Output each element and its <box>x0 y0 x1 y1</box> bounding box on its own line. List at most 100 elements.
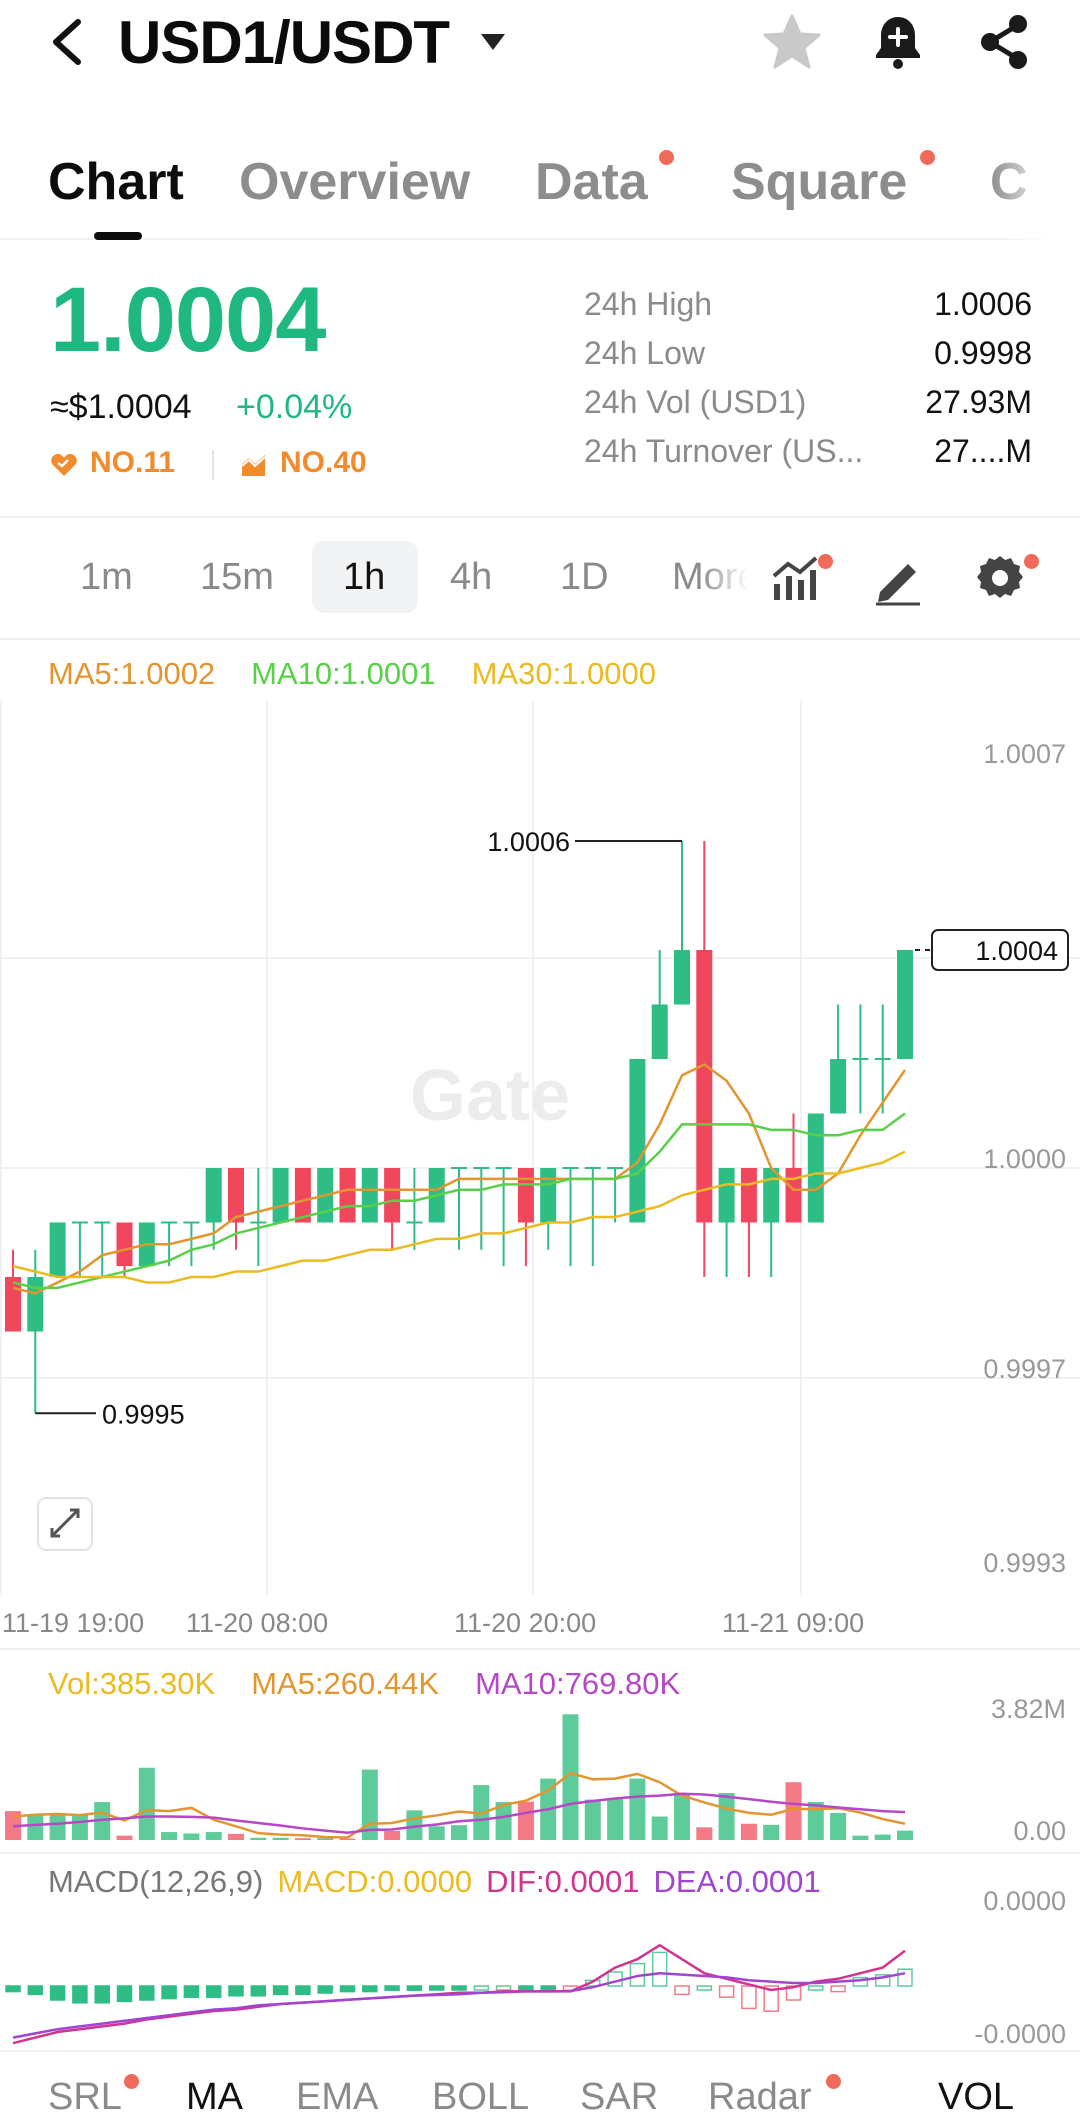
macd-hist-bar <box>250 1985 267 1997</box>
candle-body <box>205 1168 222 1223</box>
ma-legend: MA5:1.0002 MA10:1.0001 MA30:1.0000 <box>48 656 692 692</box>
star-icon[interactable] <box>760 10 824 74</box>
tab-overview[interactable]: Overview <box>239 153 471 211</box>
volume-bar <box>228 1833 244 1840</box>
vol-ma10-line <box>12 1792 906 1835</box>
macd-chart[interactable]: 0.0000 -0.0000 <box>0 1890 1080 2050</box>
volume-bar <box>807 1802 824 1840</box>
rank-volume[interactable]: NO.40 <box>280 446 367 479</box>
interval-1m[interactable]: 1m <box>80 556 133 598</box>
indicator-icon[interactable] <box>768 550 824 606</box>
tab-data[interactable]: Data <box>535 153 648 211</box>
macd-hist-bar <box>161 1985 177 2000</box>
macd-hist-bar <box>518 1985 534 1991</box>
interval-1d[interactable]: 1D <box>560 556 609 598</box>
macd-hist-bar <box>72 1985 88 2004</box>
vol-ma10-label: MA10:769.80K <box>475 1666 681 1701</box>
candle-body <box>517 1168 534 1223</box>
tab-square[interactable]: Square <box>731 153 908 211</box>
candle-body <box>384 1168 401 1223</box>
macd-axis-tick: 0.0000 <box>983 1890 1066 1916</box>
volume-chart[interactable]: 3.82M 0.00 <box>0 1690 1080 1850</box>
volume-bar <box>27 1813 44 1840</box>
top-bar: USD1/USDT <box>0 0 1080 90</box>
candlestick-chart[interactable]: Gate 1.0007 1.0000 0.9997 0.9993 1.0006 0.9995… <box>0 700 1080 1605</box>
pair-title[interactable]: USD1/USDT <box>118 9 450 76</box>
indicator-tab-ma[interactable]: MA <box>186 2076 243 2118</box>
divider <box>0 2050 1080 2052</box>
volume-bar <box>718 1793 735 1840</box>
tab-chart[interactable]: Chart <box>48 153 184 211</box>
candle-body <box>830 1059 847 1114</box>
vol-legend: Vol:385.30K MA5:260.44K MA10:769.80K <box>48 1666 716 1702</box>
y-axis-tick: 0.9997 <box>983 1354 1066 1384</box>
macd-hist-bar <box>49 1985 66 2001</box>
ma-line-ma30 <box>12 1150 906 1284</box>
indicator-tab-radar[interactable]: Radar <box>708 2076 812 2118</box>
chevron-left-icon[interactable] <box>44 14 94 70</box>
indicator-tab-sar[interactable]: SAR <box>580 2076 659 2118</box>
volume-bar <box>250 1837 267 1840</box>
volume-bar <box>517 1801 534 1840</box>
macd-dif-line <box>12 1943 906 2045</box>
macd-hist-bar <box>406 1985 423 1991</box>
last-price-label: 1.0004 <box>975 936 1058 966</box>
candle-body <box>272 1168 289 1223</box>
ma-line-ma10 <box>12 1112 906 1290</box>
time-tick: 11-20 20:00 <box>454 1608 597 1638</box>
settings-dot <box>1024 554 1039 569</box>
volume-bar <box>205 1832 222 1840</box>
indicator-tab-boll[interactable]: BOLL <box>432 2076 530 2118</box>
heart-rank-icon <box>51 454 77 476</box>
macd-hist-bar <box>228 1985 244 1997</box>
srl-dot <box>124 2074 139 2089</box>
macd-hist-bar <box>651 1951 668 1987</box>
indicator-tab-srl[interactable]: SRL <box>48 2076 122 2118</box>
volume-bar <box>696 1827 713 1840</box>
macd-dea-line <box>12 1971 906 2039</box>
volume-bar <box>339 1838 356 1840</box>
volume-bar <box>161 1832 178 1840</box>
share-icon[interactable] <box>972 10 1036 74</box>
bell-plus-icon[interactable] <box>866 10 930 74</box>
macd-hist-bar <box>808 1985 824 1991</box>
caret-down-icon[interactable] <box>478 30 508 54</box>
interval-4h[interactable]: 4h <box>450 556 493 598</box>
radar-dot <box>826 2074 841 2089</box>
candle-body <box>674 950 690 1005</box>
candle-body <box>718 1168 735 1223</box>
volume-bar <box>138 1767 155 1840</box>
indicator-tab-ema[interactable]: EMA <box>296 2076 379 2118</box>
candle-body <box>651 1004 668 1059</box>
macd-value: MACD:0.0000 <box>277 1864 473 1899</box>
macd-hist-bar <box>183 1985 200 1998</box>
settings-gear-icon[interactable] <box>972 550 1028 606</box>
interval-15m[interactable]: 15m <box>200 556 274 598</box>
volume-bar <box>874 1834 891 1840</box>
vol-axis-tick: 0.00 <box>1013 1816 1066 1846</box>
volume-bar <box>562 1714 579 1840</box>
vol-ma5-line <box>12 1771 906 1839</box>
candle-body <box>740 1168 757 1223</box>
indicator-tab-vol[interactable]: VOL <box>938 2076 1015 2118</box>
volume-bar <box>740 1823 757 1840</box>
macd-hist-bar <box>317 1985 333 1994</box>
ma30-label: MA30:1.0000 <box>471 656 657 691</box>
macd-hist-bar <box>451 1985 467 1991</box>
macd-hist-bar <box>94 1985 110 2004</box>
volume-bar <box>584 1799 601 1840</box>
rank-market-cap[interactable]: NO.11 <box>90 446 176 479</box>
rank-divider <box>212 450 214 480</box>
macd-hist-bar <box>295 1985 311 1996</box>
interval-1h[interactable]: 1h <box>343 556 386 598</box>
macd-hist-bar <box>339 1985 356 1993</box>
volume-bar <box>49 1812 66 1840</box>
macd-axis-tick: -0.0000 <box>974 2019 1066 2049</box>
stat-label-vol: 24h Vol (USD1) <box>584 384 807 420</box>
interval-active-bg <box>312 541 418 613</box>
candle-body <box>361 1168 378 1223</box>
candle-body <box>785 1168 802 1223</box>
candle-body <box>116 1222 133 1267</box>
draw-pencil-icon[interactable] <box>870 550 926 606</box>
macd-hist-bar <box>741 1985 757 2010</box>
